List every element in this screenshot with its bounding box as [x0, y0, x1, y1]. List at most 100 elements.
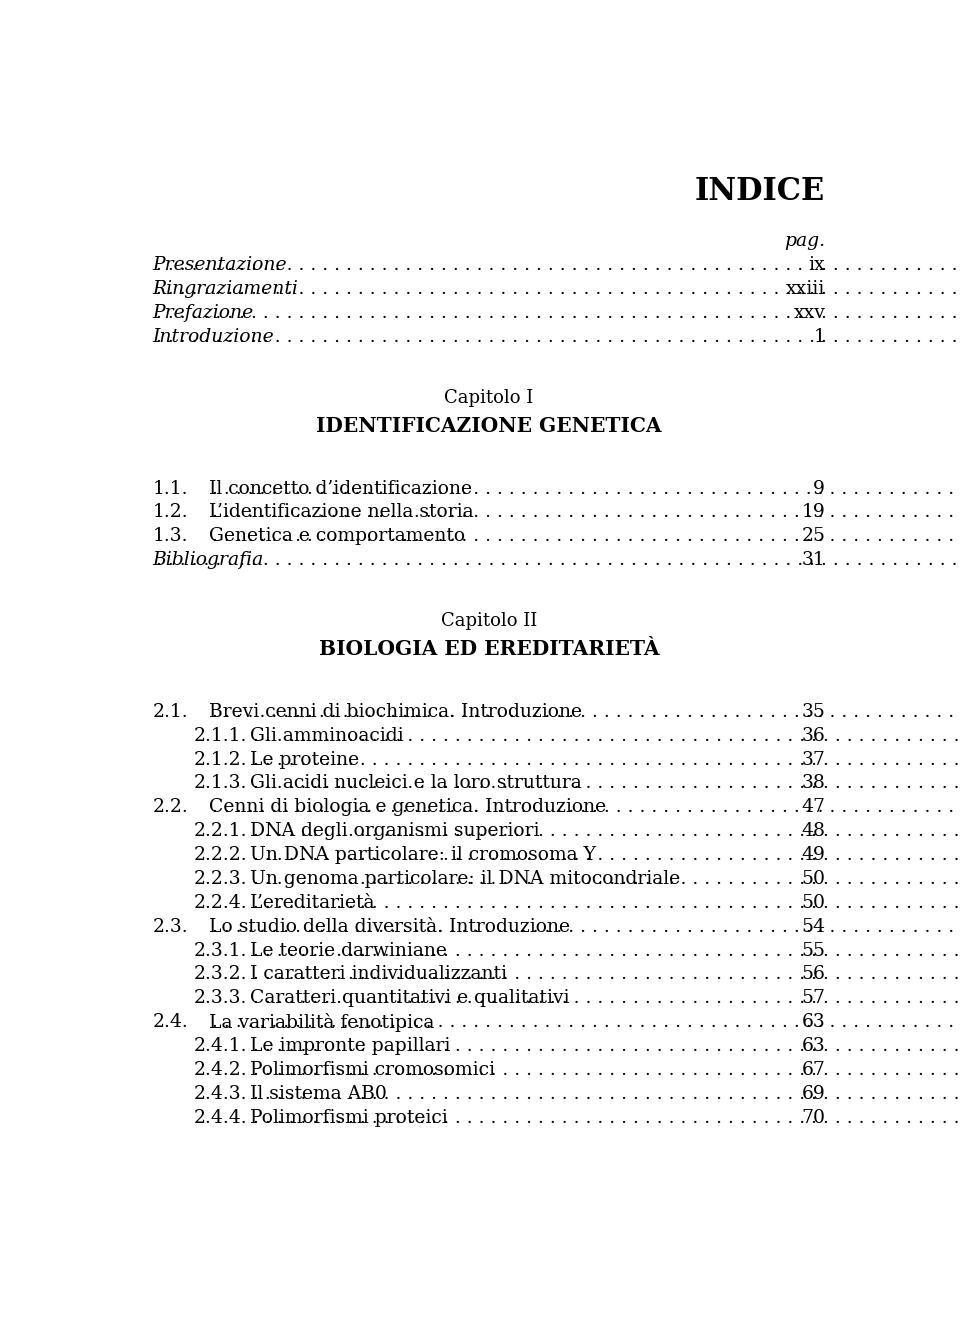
Text: 50: 50 — [802, 871, 826, 888]
Text: 56: 56 — [802, 966, 826, 983]
Text: 63: 63 — [802, 1036, 826, 1055]
Text: Capitolo II: Capitolo II — [441, 612, 537, 630]
Text: 47: 47 — [802, 799, 826, 816]
Text: Lo studio della diversità. Introduzione: Lo studio della diversità. Introduzione — [209, 918, 570, 936]
Text: Bibliografia: Bibliografia — [153, 551, 264, 569]
Text: 2.2.2.: 2.2.2. — [194, 847, 248, 864]
Text: ix: ix — [808, 256, 826, 275]
Text: . . . . . . . . . . . . . . . . . . . . . . . . . . . . . . . . . . . . . . . . : . . . . . . . . . . . . . . . . . . . . … — [212, 703, 960, 721]
Text: 67: 67 — [802, 1060, 826, 1079]
Text: Ringraziamenti: Ringraziamenti — [153, 280, 299, 299]
Text: 38: 38 — [802, 775, 826, 792]
Text: DNA degli organismi superiori: DNA degli organismi superiori — [251, 823, 540, 840]
Text: 2.1.3.: 2.1.3. — [194, 775, 247, 792]
Text: . . . . . . . . . . . . . . . . . . . . . . . . . . . . . . . . . . . . . . . . : . . . . . . . . . . . . . . . . . . . . … — [212, 1014, 960, 1031]
Text: . . . . . . . . . . . . . . . . . . . . . . . . . . . . . . . . . . . . . . . . : . . . . . . . . . . . . . . . . . . . . … — [253, 871, 960, 888]
Text: . . . . . . . . . . . . . . . . . . . . . . . . . . . . . . . . . . . . . . . . : . . . . . . . . . . . . . . . . . . . . … — [212, 799, 960, 816]
Text: 2.1.: 2.1. — [153, 703, 188, 721]
Text: 1.1.: 1.1. — [153, 479, 188, 498]
Text: Un DNA particolare: il cromosoma Y: Un DNA particolare: il cromosoma Y — [251, 847, 596, 864]
Text: Il concetto d’identificazione: Il concetto d’identificazione — [209, 479, 472, 498]
Text: . . . . . . . . . . . . . . . . . . . . . . . . . . . . . . . . . . . . . . . . : . . . . . . . . . . . . . . . . . . . . … — [156, 551, 960, 569]
Text: 63: 63 — [802, 1014, 826, 1031]
Text: . . . . . . . . . . . . . . . . . . . . . . . . . . . . . . . . . . . . . . . . : . . . . . . . . . . . . . . . . . . . . … — [156, 304, 960, 322]
Text: 25: 25 — [802, 527, 826, 545]
Text: I caratteri individualizzanti: I caratteri individualizzanti — [251, 966, 507, 983]
Text: 9: 9 — [813, 479, 826, 498]
Text: . . . . . . . . . . . . . . . . . . . . . . . . . . . . . . . . . . . . . . . . : . . . . . . . . . . . . . . . . . . . . … — [253, 1084, 960, 1103]
Text: 2.2.1.: 2.2.1. — [194, 823, 247, 840]
Text: 69: 69 — [802, 1084, 826, 1103]
Text: . . . . . . . . . . . . . . . . . . . . . . . . . . . . . . . . . . . . . . . . : . . . . . . . . . . . . . . . . . . . . … — [156, 328, 960, 346]
Text: . . . . . . . . . . . . . . . . . . . . . . . . . . . . . . . . . . . . . . . . : . . . . . . . . . . . . . . . . . . . . … — [253, 966, 960, 983]
Text: Introduzione: Introduzione — [153, 328, 275, 346]
Text: 70: 70 — [802, 1108, 826, 1127]
Text: Polimorfismi cromosomici: Polimorfismi cromosomici — [251, 1060, 495, 1079]
Text: 54: 54 — [802, 918, 826, 936]
Text: . . . . . . . . . . . . . . . . . . . . . . . . . . . . . . . . . . . . . . . . : . . . . . . . . . . . . . . . . . . . . … — [253, 751, 960, 768]
Text: Le teorie darwiniane: Le teorie darwiniane — [251, 942, 447, 959]
Text: 2.3.: 2.3. — [153, 918, 188, 936]
Text: L’identificazione nella storia: L’identificazione nella storia — [209, 503, 473, 522]
Text: La variabilità fenotipica: La variabilità fenotipica — [209, 1014, 435, 1032]
Text: . . . . . . . . . . . . . . . . . . . . . . . . . . . . . . . . . . . . . . . . : . . . . . . . . . . . . . . . . . . . . … — [156, 280, 960, 299]
Text: 1.2.: 1.2. — [153, 503, 188, 522]
Text: Il sistema AB0: Il sistema AB0 — [251, 1084, 387, 1103]
Text: 2.2.4.: 2.2.4. — [194, 894, 248, 912]
Text: INDICE: INDICE — [695, 176, 826, 207]
Text: Le impronte papillari: Le impronte papillari — [251, 1036, 450, 1055]
Text: 49: 49 — [802, 847, 826, 864]
Text: . . . . . . . . . . . . . . . . . . . . . . . . . . . . . . . . . . . . . . . . : . . . . . . . . . . . . . . . . . . . . … — [253, 1036, 960, 1055]
Text: 2.4.4.: 2.4.4. — [194, 1108, 248, 1127]
Text: . . . . . . . . . . . . . . . . . . . . . . . . . . . . . . . . . . . . . . . . : . . . . . . . . . . . . . . . . . . . . … — [156, 256, 960, 275]
Text: 2.3.2.: 2.3.2. — [194, 966, 247, 983]
Text: 2.1.2.: 2.1.2. — [194, 751, 247, 768]
Text: 2.3.1.: 2.3.1. — [194, 942, 247, 959]
Text: 36: 36 — [802, 727, 826, 744]
Text: Cenni di biologia e genetica. Introduzione: Cenni di biologia e genetica. Introduzio… — [209, 799, 607, 816]
Text: Caratteri quantitativi e qualitativi: Caratteri quantitativi e qualitativi — [251, 990, 569, 1007]
Text: Brevi cenni di biochimica. Introduzione: Brevi cenni di biochimica. Introduzione — [209, 703, 582, 721]
Text: 2.4.3.: 2.4.3. — [194, 1084, 247, 1103]
Text: . . . . . . . . . . . . . . . . . . . . . . . . . . . . . . . . . . . . . . . . : . . . . . . . . . . . . . . . . . . . . … — [253, 942, 960, 959]
Text: 19: 19 — [802, 503, 826, 522]
Text: 35: 35 — [802, 703, 826, 721]
Text: . . . . . . . . . . . . . . . . . . . . . . . . . . . . . . . . . . . . . . . . : . . . . . . . . . . . . . . . . . . . . … — [253, 847, 960, 864]
Text: Prefazione: Prefazione — [153, 304, 253, 322]
Text: . . . . . . . . . . . . . . . . . . . . . . . . . . . . . . . . . . . . . . . . : . . . . . . . . . . . . . . . . . . . . … — [212, 479, 960, 498]
Text: 55: 55 — [802, 942, 826, 959]
Text: . . . . . . . . . . . . . . . . . . . . . . . . . . . . . . . . . . . . . . . . : . . . . . . . . . . . . . . . . . . . . … — [253, 823, 960, 840]
Text: xxiii: xxiii — [786, 280, 826, 299]
Text: . . . . . . . . . . . . . . . . . . . . . . . . . . . . . . . . . . . . . . . . : . . . . . . . . . . . . . . . . . . . . … — [212, 503, 960, 522]
Text: xxv: xxv — [793, 304, 826, 322]
Text: . . . . . . . . . . . . . . . . . . . . . . . . . . . . . . . . . . . . . . . . : . . . . . . . . . . . . . . . . . . . . … — [253, 990, 960, 1007]
Text: Gli amminoacidi: Gli amminoacidi — [251, 727, 404, 744]
Text: 48: 48 — [802, 823, 826, 840]
Text: 31: 31 — [802, 551, 826, 569]
Text: Le proteine: Le proteine — [251, 751, 359, 768]
Text: Polimorfismi proteici: Polimorfismi proteici — [251, 1108, 448, 1127]
Text: Genetica e comportamento: Genetica e comportamento — [209, 527, 466, 545]
Text: 50: 50 — [802, 894, 826, 912]
Text: . . . . . . . . . . . . . . . . . . . . . . . . . . . . . . . . . . . . . . . . : . . . . . . . . . . . . . . . . . . . . … — [212, 918, 960, 936]
Text: 2.3.3.: 2.3.3. — [194, 990, 247, 1007]
Text: . . . . . . . . . . . . . . . . . . . . . . . . . . . . . . . . . . . . . . . . : . . . . . . . . . . . . . . . . . . . . … — [253, 1060, 960, 1079]
Text: 57: 57 — [802, 990, 826, 1007]
Text: 2.4.1.: 2.4.1. — [194, 1036, 247, 1055]
Text: Un genoma particolare: il DNA mitocondriale: Un genoma particolare: il DNA mitocondri… — [251, 871, 681, 888]
Text: 1: 1 — [813, 328, 826, 346]
Text: 2.2.3.: 2.2.3. — [194, 871, 247, 888]
Text: Gli acidi nucleici e la loro struttura: Gli acidi nucleici e la loro struttura — [251, 775, 582, 792]
Text: Presentazione: Presentazione — [153, 256, 287, 275]
Text: Capitolo I: Capitolo I — [444, 389, 534, 406]
Text: . . . . . . . . . . . . . . . . . . . . . . . . . . . . . . . . . . . . . . . . : . . . . . . . . . . . . . . . . . . . . … — [253, 727, 960, 744]
Text: . . . . . . . . . . . . . . . . . . . . . . . . . . . . . . . . . . . . . . . . : . . . . . . . . . . . . . . . . . . . . … — [253, 894, 960, 912]
Text: . . . . . . . . . . . . . . . . . . . . . . . . . . . . . . . . . . . . . . . . : . . . . . . . . . . . . . . . . . . . . … — [253, 1108, 960, 1127]
Text: . . . . . . . . . . . . . . . . . . . . . . . . . . . . . . . . . . . . . . . . : . . . . . . . . . . . . . . . . . . . . … — [212, 527, 960, 545]
Text: L’ereditarietà: L’ereditarietà — [251, 894, 375, 912]
Text: 37: 37 — [802, 751, 826, 768]
Text: 2.4.: 2.4. — [153, 1014, 188, 1031]
Text: 2.1.1.: 2.1.1. — [194, 727, 247, 744]
Text: 2.4.2.: 2.4.2. — [194, 1060, 248, 1079]
Text: 2.2.: 2.2. — [153, 799, 188, 816]
